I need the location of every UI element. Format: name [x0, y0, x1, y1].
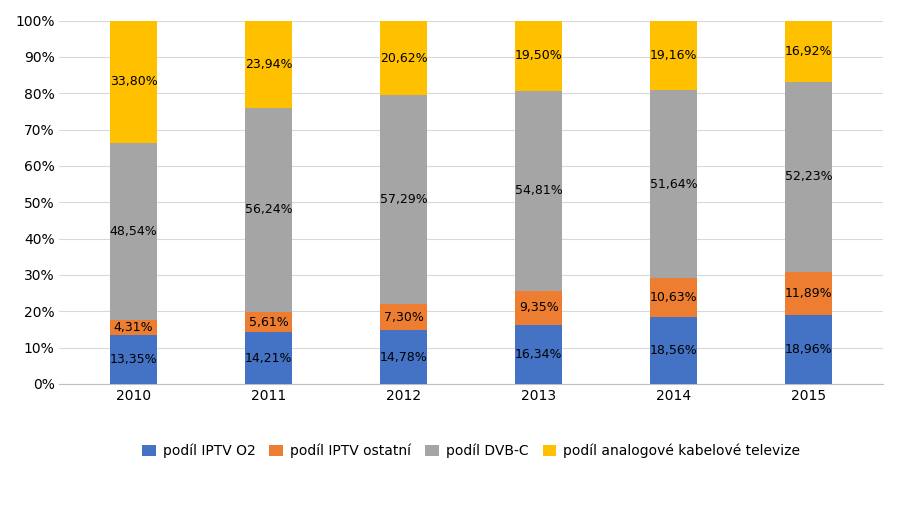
Bar — [380, 330, 427, 384]
Bar — [515, 291, 562, 324]
Text: 19,16%: 19,16% — [650, 49, 698, 62]
Text: 9,35%: 9,35% — [519, 301, 559, 314]
Bar — [785, 315, 832, 384]
Bar — [380, 96, 427, 304]
Text: 57,29%: 57,29% — [380, 193, 427, 206]
Bar — [650, 278, 698, 317]
Text: 56,24%: 56,24% — [245, 203, 293, 216]
Bar — [245, 332, 292, 384]
Bar — [785, 20, 832, 82]
Text: 14,21%: 14,21% — [245, 352, 293, 365]
Bar — [650, 317, 698, 384]
Text: 48,54%: 48,54% — [110, 225, 157, 238]
Text: 18,96%: 18,96% — [785, 343, 832, 356]
Bar — [245, 108, 292, 312]
Text: 18,56%: 18,56% — [650, 344, 698, 357]
Text: 33,80%: 33,80% — [110, 75, 157, 88]
Text: 23,94%: 23,94% — [245, 58, 293, 71]
Text: 52,23%: 52,23% — [785, 171, 832, 184]
Text: 54,81%: 54,81% — [515, 185, 562, 198]
Text: 11,89%: 11,89% — [785, 287, 832, 300]
Bar — [515, 20, 562, 92]
Text: 4,31%: 4,31% — [114, 321, 154, 334]
Legend: podíl IPTV O2, podíl IPTV ostatní, podíl DVB-C, podíl analogové kabelové televiz: podíl IPTV O2, podíl IPTV ostatní, podíl… — [136, 438, 806, 464]
Text: 19,50%: 19,50% — [515, 49, 562, 62]
Text: 14,78%: 14,78% — [380, 350, 427, 363]
Text: 51,64%: 51,64% — [650, 177, 698, 190]
Text: 20,62%: 20,62% — [380, 51, 427, 64]
Text: 16,34%: 16,34% — [515, 348, 562, 361]
Bar — [650, 20, 698, 90]
Bar — [785, 272, 832, 315]
Bar — [785, 82, 832, 272]
Bar — [110, 335, 157, 384]
Text: 5,61%: 5,61% — [249, 316, 288, 329]
Bar — [650, 90, 698, 278]
Text: 16,92%: 16,92% — [785, 45, 832, 58]
Text: 10,63%: 10,63% — [650, 291, 698, 304]
Text: 7,30%: 7,30% — [383, 310, 424, 323]
Bar — [515, 324, 562, 384]
Bar — [110, 320, 157, 335]
Text: 13,35%: 13,35% — [110, 353, 157, 366]
Bar — [110, 144, 157, 320]
Bar — [245, 20, 292, 108]
Bar — [515, 92, 562, 291]
Bar — [110, 20, 157, 144]
Bar — [380, 20, 427, 96]
Bar — [245, 312, 292, 332]
Bar — [380, 304, 427, 330]
